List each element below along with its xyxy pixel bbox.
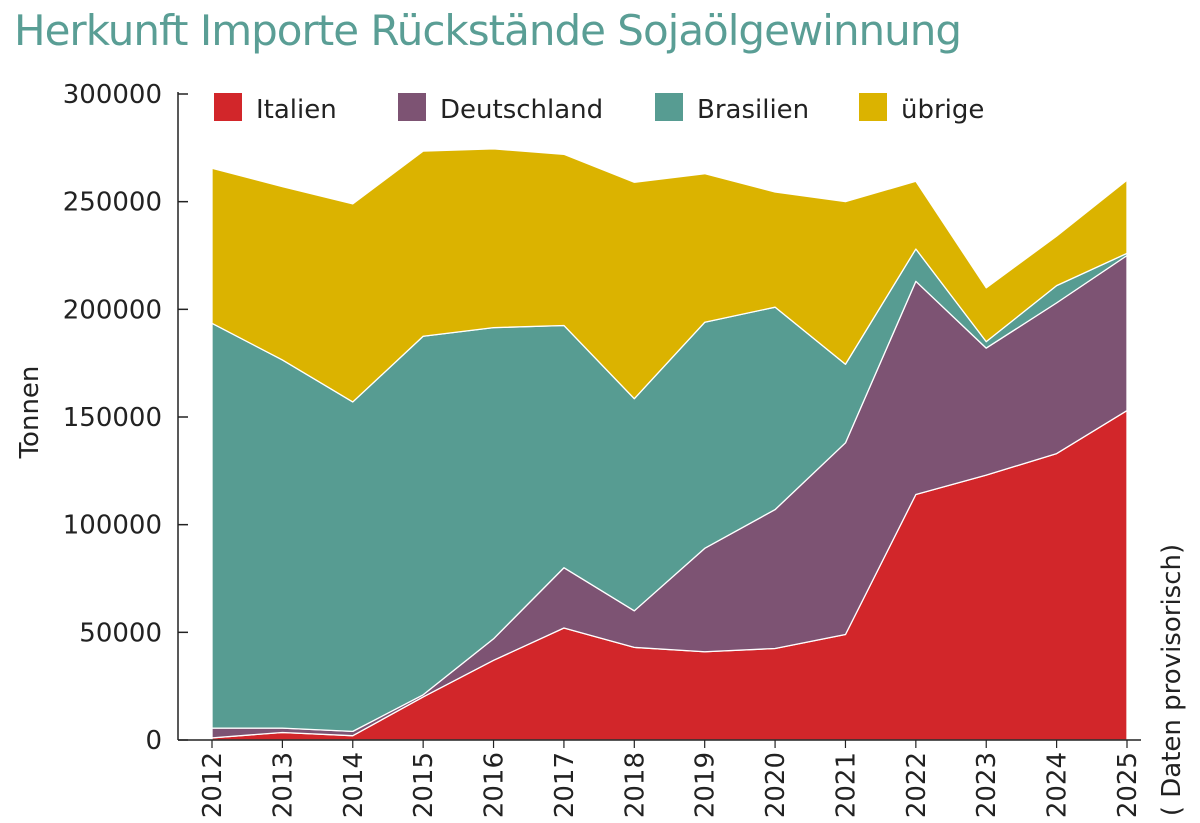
y-tick-label: 50000 [79, 618, 162, 648]
legend-label: übrige [901, 95, 984, 125]
legend-swatch [655, 93, 683, 121]
x-tick-label: 2016 [480, 752, 510, 818]
y-tick-label: 150000 [63, 403, 162, 433]
legend-label: Deutschland [440, 95, 603, 125]
provisional-data-note: ( Daten provisorisch) [1157, 544, 1187, 816]
y-tick-label: 300000 [63, 80, 162, 110]
legend-label: Brasilien [697, 95, 809, 125]
area-series-group [211, 148, 1128, 741]
area-series-3 [211, 148, 1128, 403]
legend-swatch [859, 93, 887, 121]
x-tick-label: 2022 [902, 752, 932, 818]
legend-swatch [398, 93, 426, 121]
y-tick-labels: 0 50000 100000 150000 200000 250000 300000 [63, 80, 188, 756]
x-tick-label: 2020 [761, 752, 791, 818]
y-axis-title: Tonnen [15, 366, 45, 460]
x-tick-label: 2023 [972, 752, 1002, 818]
x-tick-label: 2017 [550, 752, 580, 818]
x-tick-label: 2014 [339, 752, 369, 818]
x-tick-label: 2015 [409, 752, 439, 818]
legend: Italien Deutschland Brasilien übrige [214, 93, 984, 125]
x-tick-label: 2012 [198, 752, 228, 818]
y-tick-label: 200000 [63, 295, 162, 325]
y-tick-label: 250000 [63, 188, 162, 218]
x-tick-label: 2024 [1043, 752, 1073, 818]
chart-title: Herkunft Importe Rückstände Sojaölgewinn… [14, 6, 962, 55]
x-tick-label: 2018 [620, 752, 650, 818]
x-tick-label: 2021 [831, 752, 861, 818]
legend-swatch [214, 93, 242, 121]
y-tick-label: 100000 [63, 511, 162, 541]
x-tick-labels: 2012 2013 2014 2015 2016 2017 2018 2019 2020 2021… [198, 740, 1143, 818]
x-tick-label: 2019 [691, 752, 721, 818]
y-tick-label: 0 [145, 726, 162, 756]
x-tick-label: 2025 [1113, 752, 1143, 818]
legend-label: Italien [256, 95, 337, 125]
x-tick-label: 2013 [268, 752, 298, 818]
